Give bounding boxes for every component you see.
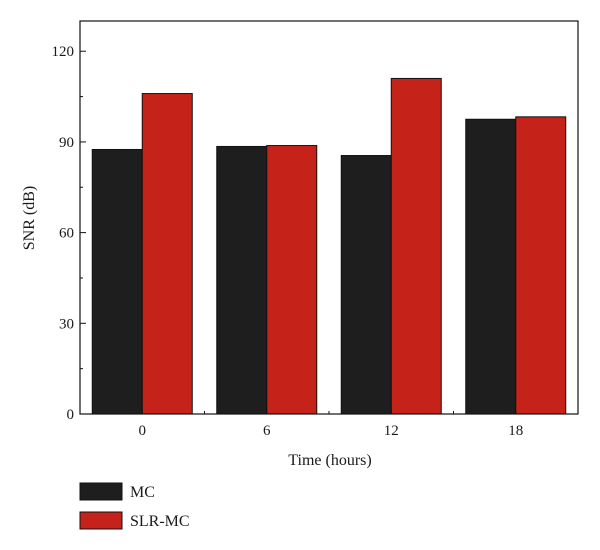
x-tick-label: 0: [139, 423, 147, 439]
x-axis: Time (hours): [288, 452, 371, 469]
y-tick-label: 90: [59, 135, 74, 151]
y-tick-label: 0: [67, 407, 75, 423]
y-tick-label: 30: [59, 316, 74, 332]
x-tick-label: 6: [263, 423, 271, 439]
legend-label-slr-mc: SLR-MC: [130, 513, 190, 530]
y-axis: SNR (dB): [21, 186, 38, 250]
y-tick-label: 60: [59, 226, 74, 242]
legend: MC SLR-MC: [79, 482, 190, 530]
y-tick-label: 120: [52, 44, 75, 60]
bar-mc-12: [340, 155, 392, 415]
bar-slr-mc-6: [266, 145, 318, 415]
x-axis-label: Time (hours): [288, 452, 371, 469]
bar-slr-mc-18: [515, 116, 567, 415]
x-tick-label: 18: [508, 423, 523, 439]
legend-swatch-mc: [79, 482, 123, 501]
bar-mc-18: [465, 118, 517, 415]
legend-swatch-slr-mc: [79, 511, 123, 530]
x-tick-label: 12: [384, 423, 399, 439]
bar-mc-0: [91, 148, 143, 415]
bar-slr-mc-0: [141, 93, 193, 415]
bar-slr-mc-12: [390, 77, 442, 415]
plot-area: 0 30 60 90 120 0 6 12 18: [52, 20, 579, 439]
y-axis-label: SNR (dB): [21, 186, 38, 250]
legend-label-mc: MC: [130, 484, 155, 501]
bar-mc-6: [216, 145, 268, 415]
